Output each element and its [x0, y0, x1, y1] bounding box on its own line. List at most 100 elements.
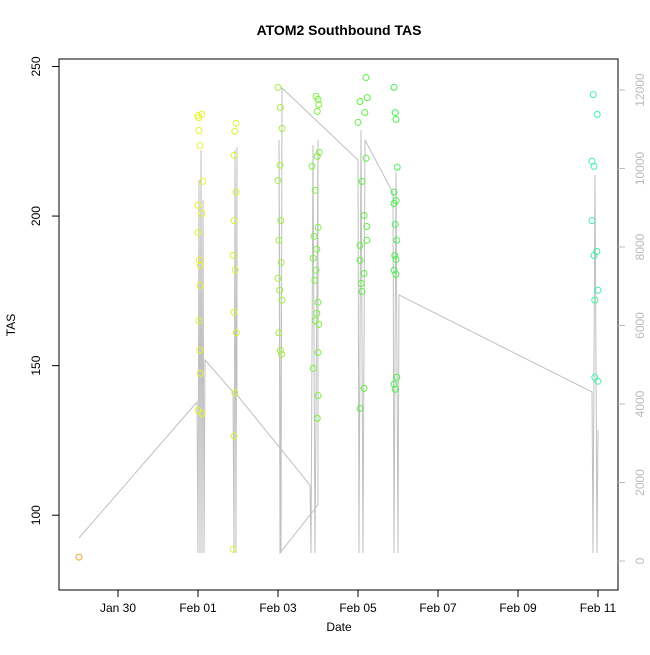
tas-point	[390, 380, 398, 388]
tas-point	[393, 163, 401, 171]
tas-point	[230, 308, 238, 316]
tas-point	[362, 74, 370, 82]
tas-point	[276, 286, 284, 294]
tas-point	[312, 266, 320, 274]
tas-point	[232, 188, 240, 196]
tas-point	[313, 107, 321, 115]
tas-point	[278, 296, 286, 304]
y-tick-label: 150	[29, 355, 43, 375]
x-tick-label: Feb 01	[179, 601, 217, 615]
tas-point	[196, 281, 204, 289]
tas-point	[274, 83, 282, 91]
tas-point	[363, 236, 371, 244]
tas-point	[360, 384, 368, 392]
tas-point	[194, 201, 202, 209]
y-axis-label: TAS	[4, 314, 18, 336]
tas-point	[392, 270, 400, 278]
tas-point	[314, 348, 322, 356]
tas-point	[314, 392, 322, 400]
tas-point	[391, 109, 399, 117]
tas-point	[361, 109, 369, 117]
tas-point	[360, 269, 368, 277]
tas-point	[393, 373, 401, 381]
tas-point	[278, 124, 286, 132]
tas-point	[275, 329, 283, 337]
tas-point	[314, 298, 322, 306]
tas-point	[593, 110, 601, 118]
tas-point	[194, 229, 202, 237]
x-tick-label: Feb 11	[580, 601, 617, 615]
tas-point	[275, 236, 283, 244]
tas-point	[391, 220, 399, 228]
tas-point	[276, 103, 284, 111]
tas-point	[276, 346, 284, 354]
tas-point	[196, 141, 204, 149]
y2-tick-label: 0	[633, 557, 647, 564]
tas-point	[277, 217, 285, 225]
tas-point	[356, 241, 364, 249]
tas-point	[363, 223, 371, 231]
tas-point	[277, 258, 285, 266]
chart-title: ATOM2 Southbound TAS	[257, 22, 422, 38]
altitude-line	[78, 86, 599, 555]
tas-point	[358, 287, 366, 295]
tas-point	[391, 385, 399, 393]
tas-point	[278, 350, 286, 358]
y2-tick-label: 4000	[633, 390, 647, 417]
tas-point	[591, 296, 599, 304]
x-tick-label: Feb 09	[499, 601, 537, 615]
x-tick-label: Feb 03	[259, 601, 297, 615]
tas-point	[199, 177, 207, 185]
tas-point	[363, 94, 371, 102]
tas-point	[390, 83, 398, 91]
tas-point	[311, 316, 319, 324]
tas-point	[357, 279, 365, 287]
x-tick-label: Feb 05	[339, 601, 377, 615]
tas-point	[196, 369, 204, 377]
tas-point	[588, 217, 596, 225]
tas-point	[230, 217, 238, 225]
tas-point	[231, 266, 239, 274]
tas-point	[356, 97, 364, 105]
tas-point	[390, 188, 398, 196]
tas-point	[276, 161, 284, 169]
tas-point	[308, 162, 316, 170]
x-axis-label: Date	[326, 620, 352, 634]
tas-point	[198, 110, 206, 118]
tas-point	[315, 320, 323, 328]
tas-point	[593, 247, 601, 255]
tas-point	[594, 377, 602, 385]
tas-point	[198, 409, 206, 417]
tas-point	[274, 274, 282, 282]
tas-point	[391, 252, 399, 260]
tas-point	[315, 148, 323, 156]
tas-point	[313, 152, 321, 160]
y-tick-label: 250	[29, 56, 43, 76]
tas-point	[313, 245, 321, 253]
tas-point	[232, 329, 240, 337]
tas-point	[231, 127, 239, 135]
tas-point	[230, 151, 238, 159]
tas-point	[230, 432, 238, 440]
tas-point	[390, 266, 398, 274]
tas-point	[196, 346, 204, 354]
y-tick-label: 200	[29, 206, 43, 226]
tas-point	[229, 252, 237, 260]
tas-point	[354, 118, 362, 126]
tas-point	[309, 254, 317, 262]
y2-tick-label: 12000	[633, 73, 647, 107]
tas-point	[393, 236, 401, 244]
tas-point	[358, 177, 366, 185]
tas-point	[195, 256, 203, 264]
tas-point	[390, 199, 398, 207]
tas-point	[231, 389, 239, 397]
tas-point	[360, 211, 368, 219]
x-tick-label: Jan 30	[100, 601, 136, 615]
tas-point	[232, 119, 240, 127]
tas-point	[356, 256, 364, 264]
tas-point	[590, 162, 598, 170]
tas-point	[356, 404, 364, 412]
